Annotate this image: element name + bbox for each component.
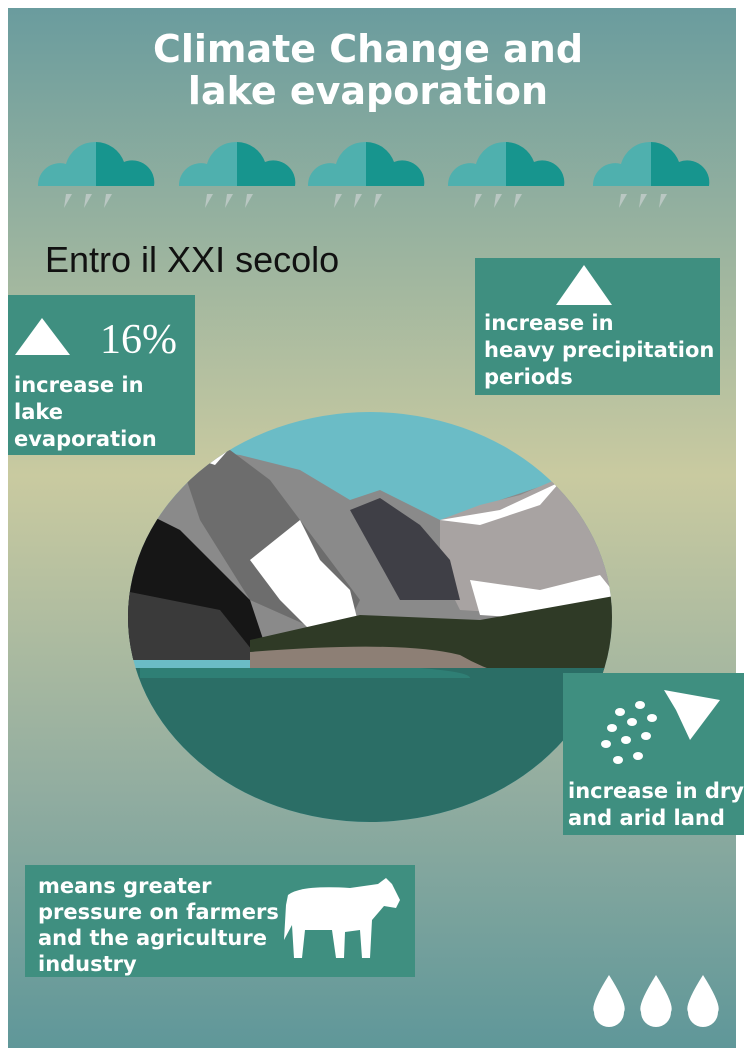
panel: increase in heavy precipitation periods (475, 258, 720, 395)
panel-text: industry (38, 952, 137, 976)
stat: 16% (100, 317, 177, 363)
panel-text: increase in (484, 311, 614, 335)
cow (284, 878, 400, 958)
panel-text: heavy precipitation (484, 338, 714, 362)
panel-text: means greater (38, 874, 212, 898)
panel-text: evaporation (14, 427, 157, 451)
panel: increase in dry and arid land (563, 673, 744, 835)
panel-text: and the agriculture (38, 926, 267, 950)
subtitle: Entro il XXI secolo (45, 239, 339, 280)
panel: 16% increase in lake evaporation (8, 295, 195, 455)
title: Climate Change and (153, 27, 583, 71)
drops (593, 975, 719, 1027)
panel-text: and arid land (568, 806, 725, 830)
panel-text: increase in (14, 373, 144, 397)
panel: means greater pressure on farmers and th… (25, 865, 415, 977)
panel-text: pressure on farmers (38, 900, 279, 924)
panel-text: increase in dry (568, 779, 744, 803)
panel-text: periods (484, 365, 573, 389)
title: lake evaporation (188, 69, 548, 113)
panel-text: lake (14, 400, 63, 424)
